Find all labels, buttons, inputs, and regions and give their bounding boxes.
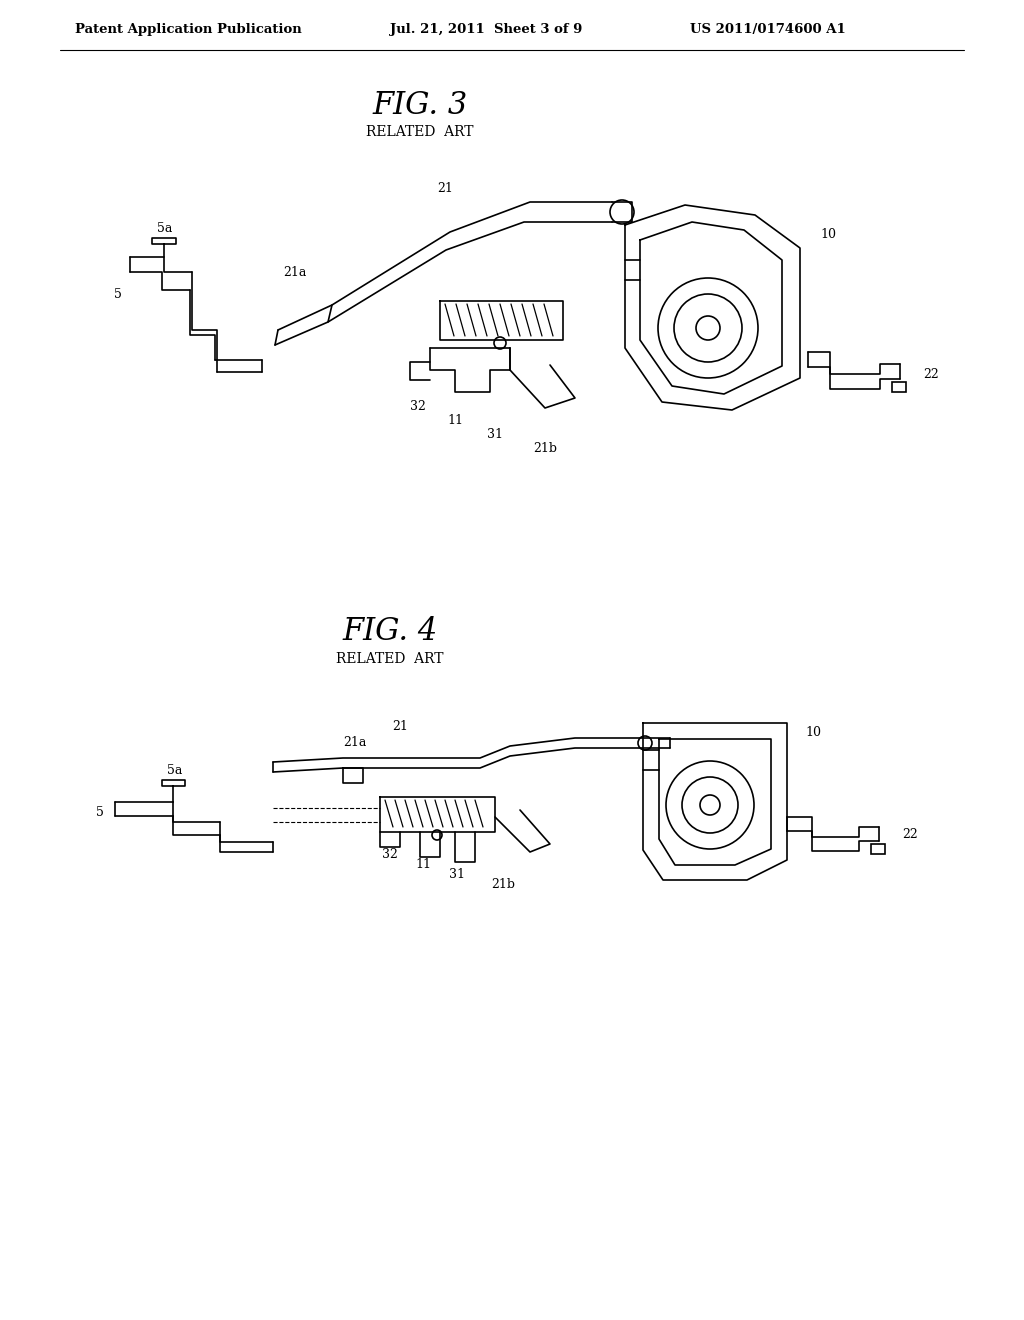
Text: 22: 22 <box>902 829 918 842</box>
Text: 5: 5 <box>114 289 122 301</box>
Text: RELATED  ART: RELATED ART <box>336 652 443 667</box>
Text: 22: 22 <box>923 367 939 380</box>
Text: 32: 32 <box>382 847 398 861</box>
Text: Patent Application Publication: Patent Application Publication <box>75 24 302 37</box>
Text: 31: 31 <box>449 867 465 880</box>
Text: RELATED  ART: RELATED ART <box>367 125 474 139</box>
Text: 10: 10 <box>820 228 836 242</box>
Text: 21: 21 <box>437 181 453 194</box>
Text: 11: 11 <box>447 413 463 426</box>
Text: 21: 21 <box>392 719 408 733</box>
Text: 5a: 5a <box>167 763 182 776</box>
Bar <box>892 381 906 392</box>
Bar <box>871 843 885 854</box>
Text: 5: 5 <box>96 805 104 818</box>
Text: US 2011/0174600 A1: US 2011/0174600 A1 <box>690 24 846 37</box>
Text: 21b: 21b <box>534 441 557 454</box>
Text: 21a: 21a <box>343 737 367 750</box>
Text: 32: 32 <box>410 400 426 413</box>
Text: Jul. 21, 2011  Sheet 3 of 9: Jul. 21, 2011 Sheet 3 of 9 <box>390 24 583 37</box>
Text: 5a: 5a <box>158 222 173 235</box>
Text: 21b: 21b <box>490 878 515 891</box>
Text: FIG. 3: FIG. 3 <box>373 90 468 120</box>
Text: FIG. 4: FIG. 4 <box>342 616 437 648</box>
Text: 10: 10 <box>805 726 821 739</box>
Text: 11: 11 <box>415 858 431 870</box>
Text: 21a: 21a <box>284 265 306 279</box>
Text: 31: 31 <box>487 429 503 441</box>
